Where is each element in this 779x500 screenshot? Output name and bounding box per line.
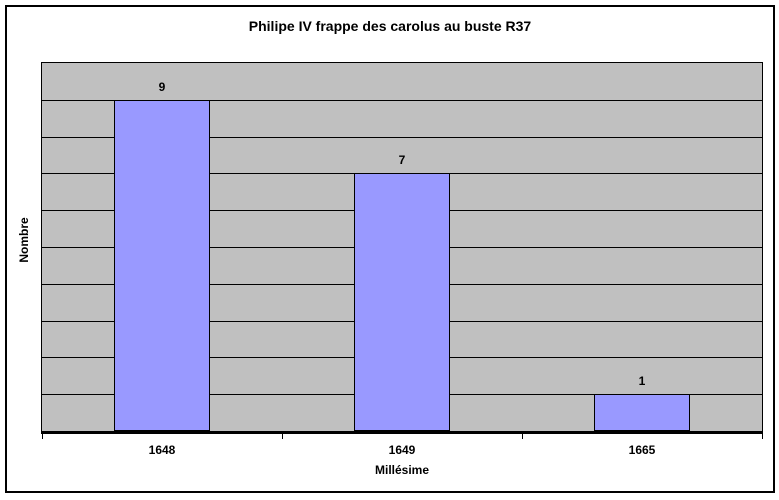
x-category-label-1648: 1648 bbox=[148, 443, 176, 457]
bar-1649 bbox=[354, 173, 450, 431]
bar-value-label-1665: 1 bbox=[638, 374, 646, 388]
bar-1665 bbox=[594, 394, 690, 431]
x-axis-line bbox=[41, 432, 763, 434]
plot-area: 9 7 1 bbox=[41, 62, 763, 432]
y-gridline-8 bbox=[42, 137, 762, 138]
x-category-label-1665: 1665 bbox=[628, 443, 656, 457]
x-category-label-1649: 1649 bbox=[388, 443, 416, 457]
x-axis-tick-3 bbox=[762, 434, 763, 439]
bar-1648 bbox=[114, 100, 210, 431]
y-gridline-9 bbox=[42, 100, 762, 101]
x-axis-tick-2 bbox=[522, 434, 523, 439]
x-axis-tick-0 bbox=[42, 434, 43, 439]
chart-title: Philipe IV frappe des carolus au buste R… bbox=[248, 18, 532, 34]
x-axis-tick-1 bbox=[282, 434, 283, 439]
chart-frame: Philipe IV frappe des carolus au buste R… bbox=[5, 5, 775, 493]
bar-value-label-1649: 7 bbox=[398, 153, 406, 167]
x-axis-title: Millésime bbox=[374, 463, 430, 477]
y-axis-title: Nombre bbox=[17, 217, 31, 263]
bar-value-label-1648: 9 bbox=[158, 80, 166, 94]
